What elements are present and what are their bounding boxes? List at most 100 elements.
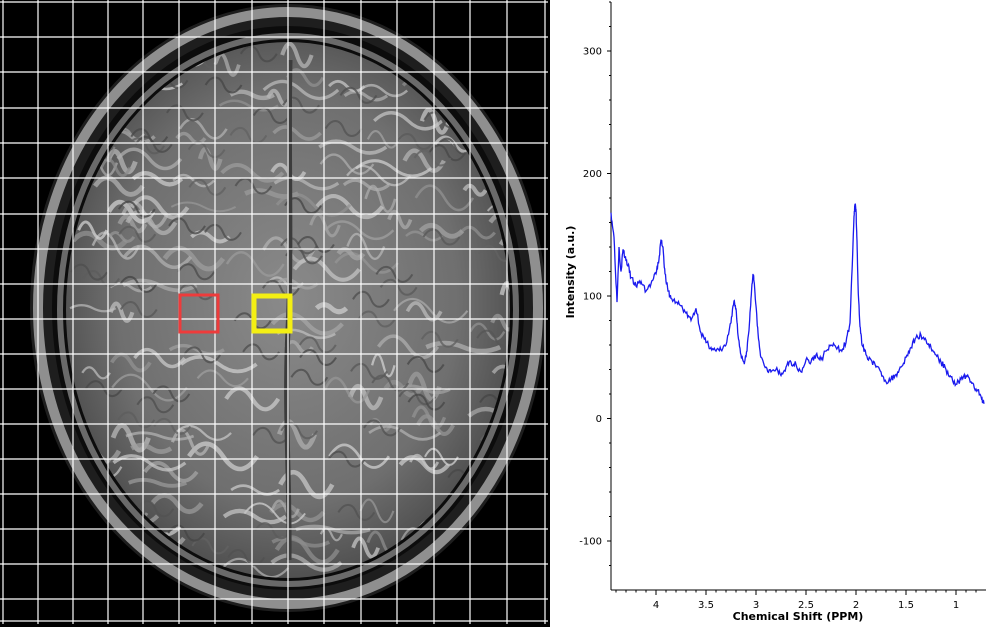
gyrus: [108, 230, 136, 243]
sulcus: [166, 104, 204, 122]
gyrus: [267, 276, 305, 290]
spectrum-series-line: [610, 203, 985, 404]
x-tick-label: 3: [753, 600, 759, 611]
sulcus: [242, 343, 280, 361]
gyrus: [377, 334, 440, 360]
gyrus: [425, 340, 502, 354]
sulcus: [420, 330, 459, 348]
y-tick-label: 0: [596, 414, 602, 425]
gyrus: [272, 125, 322, 141]
gyrus: [309, 212, 341, 238]
sulcus: [229, 126, 268, 144]
gyrus: [99, 158, 132, 178]
gyrus: [69, 304, 117, 313]
gyrus: [462, 183, 488, 197]
sulcus: [254, 522, 292, 540]
gyrus: [213, 52, 241, 77]
sulcus: [119, 301, 158, 319]
gyrus: [393, 297, 469, 324]
x-tick-label: 2: [853, 600, 859, 611]
sulcus: [117, 200, 156, 218]
sulcus: [280, 237, 318, 255]
y-tick-label: 300: [583, 47, 602, 58]
sulcus: [379, 278, 418, 296]
x-tick-label: 1.5: [898, 600, 914, 611]
sulcus: [188, 178, 227, 196]
mri-image-viewer[interactable]: [0, 0, 550, 627]
gyrus: [319, 153, 375, 175]
sulcus: [167, 524, 206, 542]
gyrus: [419, 107, 451, 135]
gyrus: [405, 301, 443, 322]
gyrus: [121, 200, 169, 229]
gyrus: [323, 376, 371, 404]
x-axis-title: Chemical Shift (PPM): [733, 610, 864, 623]
gyrus: [197, 146, 223, 171]
sulcus: [262, 279, 300, 297]
y-axis-ticks: 300 200 100 0 -100: [579, 1, 611, 566]
gyrus: [286, 68, 325, 87]
sulcus: [413, 149, 452, 167]
gyrus: [351, 536, 380, 559]
gyrus: [133, 347, 186, 369]
sulcus: [375, 265, 414, 283]
gyrus: [168, 343, 225, 356]
sulcus: [70, 263, 108, 281]
gyrus: [359, 498, 395, 524]
gyrus: [170, 201, 237, 213]
gyrus: [368, 425, 442, 441]
sulcus: [168, 217, 206, 235]
gyrus: [178, 118, 228, 140]
gyrus: [343, 90, 389, 102]
gyrus: [150, 493, 204, 515]
x-axis-ticks: 4 3.5 3 2.5 2 1.5 1: [615, 590, 977, 611]
sulcus: [422, 228, 461, 246]
voxel-yellow[interactable]: [251, 293, 293, 334]
y-tick-label: 200: [583, 169, 602, 180]
sulcus: [352, 290, 390, 308]
sulcus: [239, 45, 278, 63]
gyrus: [490, 313, 510, 332]
gyrus: [218, 99, 279, 112]
gyrus: [110, 352, 152, 373]
gyrus: [128, 477, 188, 488]
gyrus: [112, 454, 187, 472]
gyrus: [387, 209, 413, 230]
gyrus: [459, 225, 496, 240]
gyrus: [179, 355, 258, 374]
gyrus: [328, 79, 366, 93]
sulcus: [252, 107, 291, 125]
gyrus: [366, 130, 400, 149]
gyrus: [334, 252, 399, 274]
gyrus: [116, 147, 183, 171]
mri-axial-slice[interactable]: [0, 0, 550, 627]
x-tick-label: 4: [653, 600, 659, 611]
x-tick-label: 1: [953, 600, 959, 611]
sulcus: [297, 236, 335, 253]
gyrus: [402, 148, 446, 173]
sulcus: [428, 144, 467, 162]
gyrus: [324, 220, 395, 241]
voxel-red[interactable]: [178, 293, 220, 334]
gyrus: [415, 414, 455, 436]
gyrus: [93, 175, 145, 197]
sulcus: [204, 223, 242, 241]
sulcus: [290, 368, 329, 386]
gyrus: [273, 176, 340, 191]
gyrus: [221, 557, 290, 578]
gyrus: [122, 278, 198, 293]
gyrus: [373, 111, 444, 131]
x-tick-label: 2.5: [798, 600, 814, 611]
sulcus: [152, 385, 191, 403]
gyrus: [336, 246, 366, 261]
sulcus: [350, 362, 388, 380]
gyrus: [81, 366, 111, 380]
sulcus: [407, 393, 446, 411]
x-tick-label: 3.5: [698, 600, 714, 611]
sulcus: [234, 177, 273, 195]
gyrus: [342, 178, 390, 192]
gyrus: [131, 171, 184, 187]
gyrus: [355, 159, 433, 178]
gyrus: [262, 79, 340, 101]
gyrus: [187, 441, 259, 472]
